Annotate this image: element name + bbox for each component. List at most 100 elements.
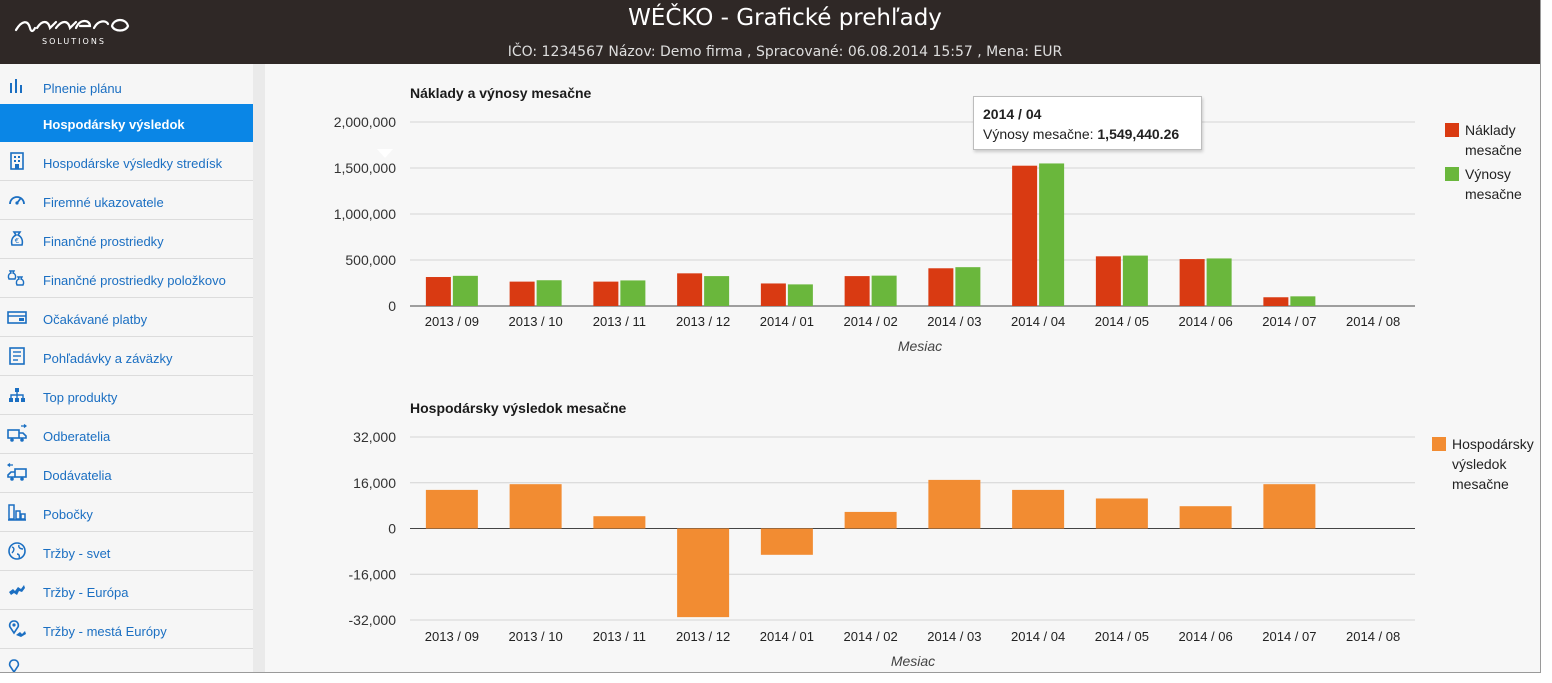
y-tick-label: 16,000 (353, 475, 396, 491)
x-tick-label: 2013 / 11 (593, 629, 646, 644)
bar-naklady (760, 283, 786, 306)
sidebar-item-financne-prostriedky[interactable]: € Finančné prostriedky (0, 221, 265, 259)
x-tick-label: 2013 / 10 (509, 629, 563, 644)
sidebar-item-financne-prostriedky-polozkovo[interactable]: Finančné prostriedky položkovo (0, 260, 265, 298)
bar-naklady (425, 277, 451, 306)
asseco-logo[interactable]: SOLUTIONS (14, 14, 139, 50)
globe-icon (8, 542, 26, 560)
bar-hospodarsky-vysledok (677, 528, 730, 618)
sidebar-item-label: Tržby - mestá Európy (43, 624, 167, 639)
sidebar-item-plnenie-planu[interactable]: Plnenie plánu (0, 68, 265, 106)
bar-vynosy (1122, 255, 1148, 306)
bar-naklady (509, 281, 535, 306)
chart1-title: Náklady a výnosy mesačne (410, 85, 592, 101)
sidebar-item-trzby-mesta-europy[interactable]: Tržby - mestá Európy (0, 611, 265, 649)
document-list-icon (9, 347, 25, 365)
sidebar-item-ocakavane-platby[interactable]: Očakávané platby (0, 299, 265, 337)
sidebar-item-label: Plnenie plánu (43, 81, 122, 96)
x-tick-label: 2014 / 01 (760, 314, 814, 329)
legend-label-naklady: Náklady mesačne (1465, 122, 1522, 158)
x-tick-label: 2014 / 05 (1095, 629, 1149, 644)
bar-naklady (1012, 165, 1038, 306)
bar-hospodarsky-vysledok (509, 484, 562, 529)
sidebar-scrollbar[interactable] (253, 64, 265, 672)
sidebar-item-trzby-svet[interactable]: Tržby - svet (0, 533, 265, 571)
legend-label-vysledok: Hospodársky výsledok mesačne (1452, 436, 1534, 492)
sidebar-item-label: Hospodárske výsledky stredísk (43, 156, 223, 171)
y-tick-label: 2,000,000 (334, 114, 396, 130)
sidebar-item-label: Odberatelia (43, 429, 111, 444)
bar-hospodarsky-vysledok (1095, 498, 1148, 529)
x-tick-label: 2013 / 09 (425, 629, 479, 644)
y-tick-label: 500,000 (345, 252, 396, 268)
x-tick-label: 2014 / 03 (927, 314, 981, 329)
x-tick-label: 2013 / 10 (509, 314, 563, 329)
x-tick-label: 2013 / 09 (425, 314, 479, 329)
bar-naklady (928, 268, 954, 306)
logo-subtext: SOLUTIONS (42, 37, 106, 46)
x-tick-label: 2013 / 12 (676, 314, 730, 329)
bar-vynosy (787, 284, 813, 306)
payment-card-icon (7, 311, 27, 324)
result-chart: 32,000 16,000 0 -16,000 -32,000 2013 / 09 2013… (349, 429, 1534, 669)
x-tick-label: 2014 / 04 (1011, 629, 1065, 644)
x-tick-label: 2014 / 02 (844, 314, 898, 329)
tooltip-pointer (377, 149, 393, 158)
x-tick-label: 2014 / 08 (1346, 314, 1400, 329)
sidebar-item-hospodarsky-vysledok[interactable]: Hospodársky výsledok (0, 104, 265, 142)
sidebar-item-label: Finančné prostriedky (43, 234, 164, 249)
y-tick-label: 1,000,000 (334, 206, 396, 222)
building-icon (10, 152, 24, 170)
x-tick-label: 2014 / 08 (1346, 629, 1400, 644)
y-tick-label: 0 (388, 521, 396, 537)
sidebar-item-hospodarske-vysledky-stredisk[interactable]: Hospodárske výsledky stredísk (0, 143, 265, 181)
map-pin-icon (8, 659, 20, 672)
company-info: IČO: 1234567 Názov: Demo firma , Spracov… (507, 44, 1063, 60)
sidebar-item-top-produkty[interactable]: Top produkty (0, 377, 265, 415)
header-bar: SOLUTIONS WÉČKO - Grafické prehľady IČO:… (0, 0, 1540, 64)
sidebar-item-trzby-europa[interactable]: Tržby - Európa (0, 572, 265, 610)
bar-vynosy (1206, 258, 1232, 306)
legend-label-vynosy: Výnosy mesačne (1465, 166, 1522, 202)
tooltip-title: 2014 / 04 (983, 106, 1042, 122)
x-tick-label: 2014 / 06 (1179, 314, 1233, 329)
gauge-icon (9, 196, 25, 205)
bar-hospodarsky-vysledok (760, 528, 813, 555)
bar-vynosy (871, 275, 897, 306)
sidebar-item-label: Hospodársky výsledok (43, 117, 185, 132)
bar-vynosy (536, 280, 562, 306)
bar-vynosy (1039, 163, 1065, 306)
sidebar-item-partial[interactable] (0, 650, 265, 672)
sidebar-item-odberatelia[interactable]: Odberatelia (0, 416, 265, 454)
legend-swatch-vynosy (1445, 167, 1459, 181)
branches-icon (8, 504, 26, 521)
y-tick-label: 1,500,000 (334, 160, 396, 176)
legend-swatch-vysledok (1432, 437, 1446, 451)
x-tick-label: 2014 / 01 (760, 629, 814, 644)
tooltip-value: 1,549,440.26 (1097, 126, 1180, 142)
x-tick-label: 2014 / 05 (1095, 314, 1149, 329)
sidebar-item-label: Finančné prostriedky položkovo (43, 273, 226, 288)
hierarchy-icon (9, 388, 25, 402)
tooltip-line: Výnosy mesačne: 1,549,440.26 (983, 126, 1179, 142)
sidebar-item-pohladavky-a-zavazky[interactable]: Pohľadávky a záväzky (0, 338, 265, 376)
x-tick-label: 2014 / 02 (844, 629, 898, 644)
bar-hospodarsky-vysledok (593, 516, 646, 529)
bar-vynosy (620, 280, 646, 306)
sidebar-item-label: Dodávatelia (43, 468, 112, 483)
bar-chart-icon (10, 79, 22, 93)
money-bags-icon (7, 270, 25, 286)
x-tick-label: 2014 / 04 (1011, 314, 1065, 329)
tooltip-label: Výnosy mesačne: (983, 126, 1094, 142)
x-tick-label: 2013 / 12 (676, 629, 730, 644)
sidebar-item-label: Tržby - svet (43, 546, 111, 561)
x-tick-label: 2014 / 06 (1179, 629, 1233, 644)
y-tick-label: -16,000 (349, 566, 397, 582)
bar-naklady (677, 273, 703, 306)
sidebar-item-pobocky[interactable]: Pobočky (0, 494, 265, 532)
bar-naklady (593, 281, 619, 306)
money-bag-icon: € (10, 231, 24, 246)
sidebar-item-firemne-ukazovatele[interactable]: Firemné ukazovatele (0, 182, 265, 220)
legend-swatch-naklady (1445, 123, 1459, 137)
sidebar-item-dodavatelia[interactable]: Dodávatelia (0, 455, 265, 493)
